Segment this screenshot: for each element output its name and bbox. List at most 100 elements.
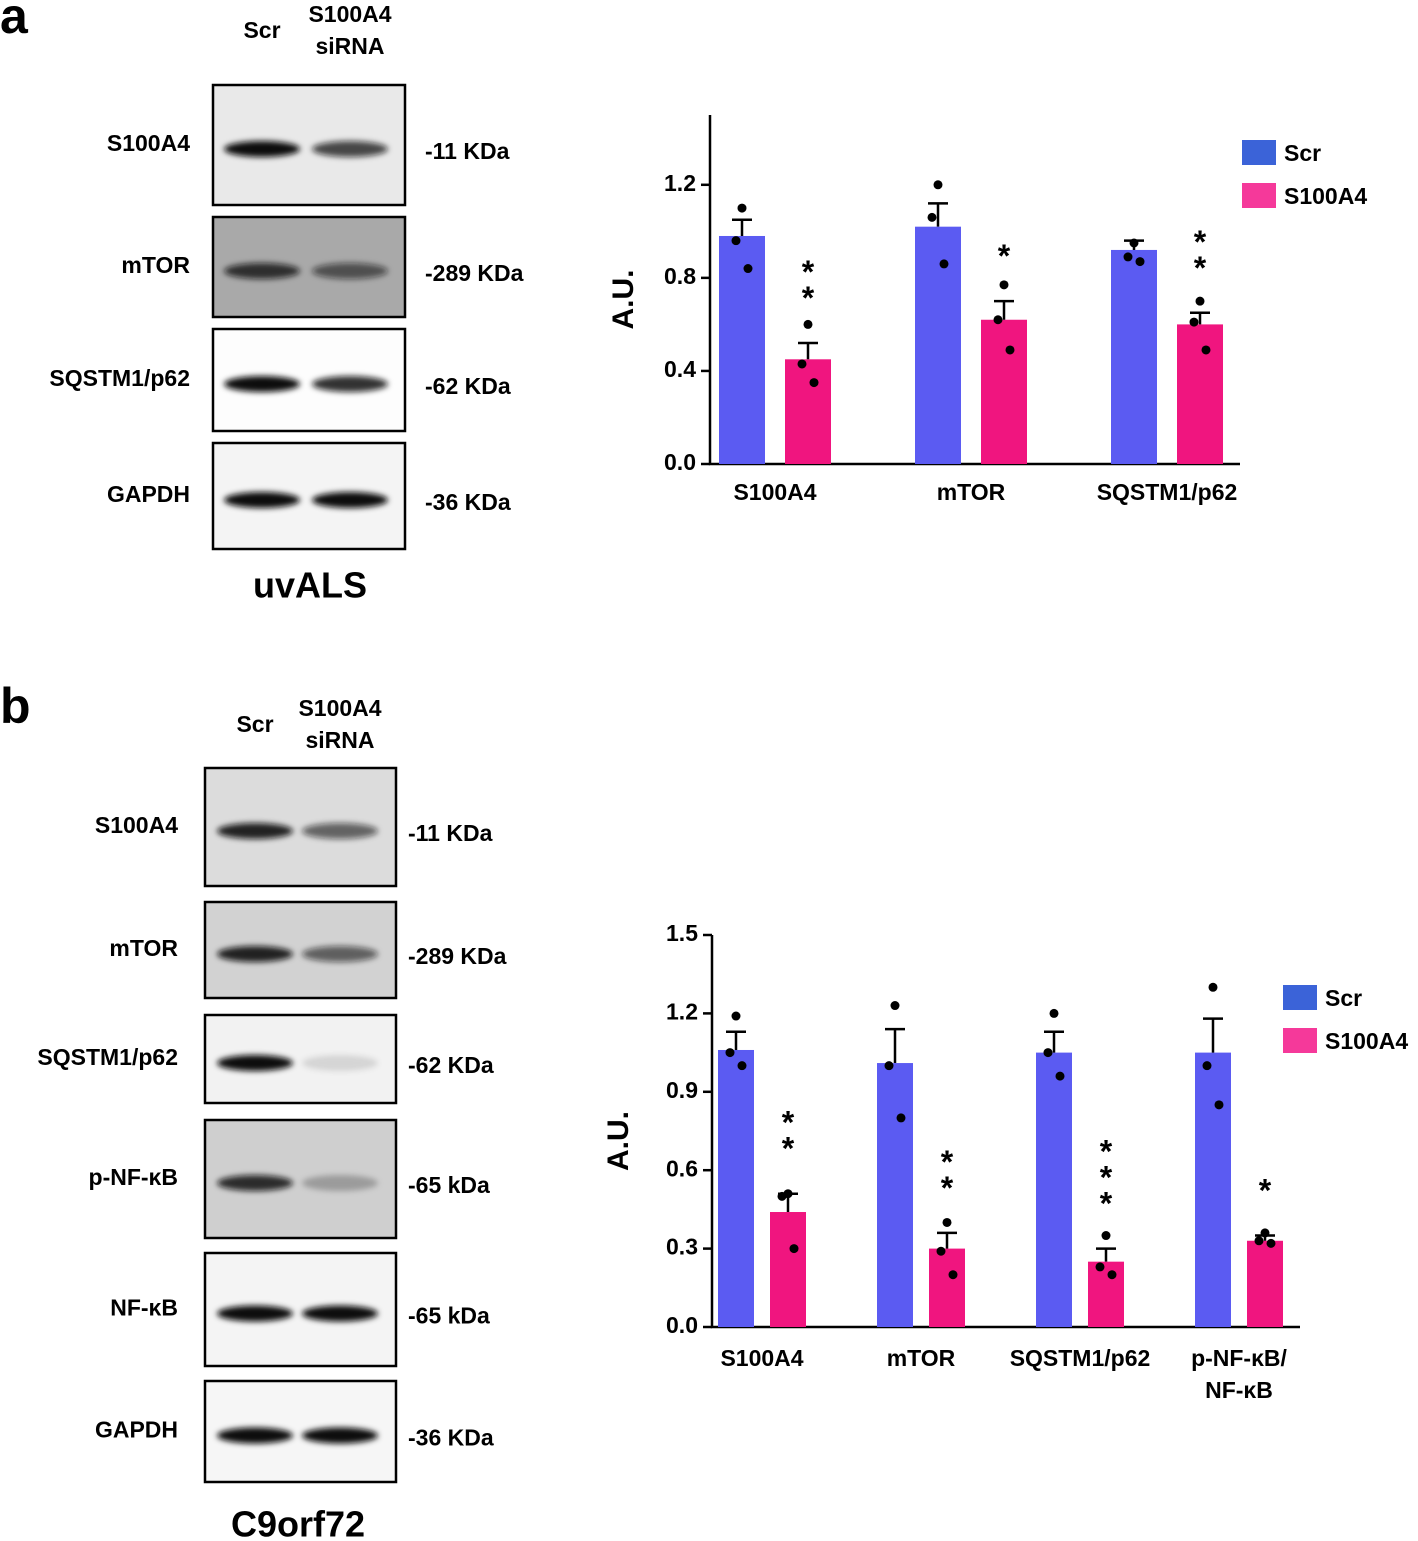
protein-label: S100A4 bbox=[107, 130, 190, 156]
data-point bbox=[1101, 1231, 1111, 1241]
data-point bbox=[1266, 1238, 1276, 1248]
data-point bbox=[737, 1061, 747, 1071]
band bbox=[312, 263, 388, 279]
data-point bbox=[939, 259, 949, 269]
size-label: -289 KDa bbox=[425, 260, 524, 286]
protein-label: SQSTM1/p62 bbox=[49, 365, 190, 391]
bar bbox=[929, 1248, 965, 1327]
size-label: -65 kDa bbox=[408, 1303, 490, 1329]
band bbox=[224, 263, 300, 279]
y-tick-label: 1.2 bbox=[664, 170, 696, 196]
x-tick-label: S100A4 bbox=[720, 1345, 803, 1371]
protein-label: SQSTM1/p62 bbox=[37, 1044, 178, 1070]
protein-label: mTOR bbox=[121, 252, 190, 278]
x-tick-label: SQSTM1/p62 bbox=[1097, 479, 1238, 505]
data-point bbox=[743, 264, 753, 274]
bar bbox=[718, 1049, 754, 1327]
bar bbox=[915, 226, 961, 464]
data-point bbox=[1202, 1061, 1212, 1071]
data-point bbox=[927, 212, 937, 222]
size-label: -36 KDa bbox=[425, 489, 511, 515]
protein-label: p-NF-κB bbox=[89, 1164, 178, 1190]
y-tick-label: 0.9 bbox=[666, 1077, 698, 1103]
size-label: -36 KDa bbox=[408, 1425, 494, 1451]
size-label: -65 kDa bbox=[408, 1172, 490, 1198]
y-axis-label: A.U. bbox=[607, 270, 640, 330]
data-point bbox=[797, 359, 807, 369]
band bbox=[302, 1175, 378, 1191]
data-point bbox=[896, 1113, 906, 1123]
data-point bbox=[999, 280, 1009, 290]
data-point bbox=[809, 378, 819, 388]
data-point bbox=[1055, 1071, 1065, 1081]
panel-label: b bbox=[0, 678, 31, 734]
size-label: -289 KDa bbox=[408, 943, 507, 969]
data-point bbox=[731, 236, 741, 246]
data-point bbox=[737, 203, 747, 213]
legend-swatch bbox=[1242, 140, 1276, 165]
data-point bbox=[725, 1048, 735, 1058]
protein-label: NF-κB bbox=[110, 1295, 178, 1321]
error-bar bbox=[1203, 1017, 1223, 1053]
y-tick-label: 0.8 bbox=[664, 263, 696, 289]
data-point bbox=[993, 315, 1003, 325]
band bbox=[312, 141, 388, 157]
bar bbox=[1247, 1240, 1283, 1327]
data-point bbox=[948, 1270, 958, 1280]
error-bar bbox=[1190, 311, 1210, 325]
significance: * bbox=[1259, 1173, 1272, 1209]
significance: * * bbox=[1194, 224, 1207, 286]
bar bbox=[1036, 1052, 1072, 1327]
x-tick-label: mTOR bbox=[937, 479, 1006, 505]
band bbox=[302, 823, 378, 839]
bar bbox=[770, 1212, 806, 1327]
error-bar bbox=[1096, 1247, 1116, 1262]
x-tick-label: p-NF-κB/NF-κB bbox=[1191, 1345, 1287, 1403]
data-point bbox=[884, 1061, 894, 1071]
data-point bbox=[1129, 238, 1139, 248]
significance: * bbox=[998, 239, 1011, 275]
data-point bbox=[1214, 1100, 1224, 1110]
size-label: -11 KDa bbox=[408, 820, 493, 846]
size-label: -11 KDa bbox=[425, 138, 510, 164]
data-point bbox=[731, 1011, 741, 1021]
error-bar bbox=[1044, 1030, 1064, 1053]
error-bar bbox=[885, 1027, 905, 1064]
band bbox=[224, 376, 300, 392]
legend-swatch bbox=[1242, 183, 1276, 208]
cell-line: uvALS bbox=[253, 565, 367, 606]
data-point bbox=[1254, 1236, 1264, 1246]
error-bar bbox=[937, 1231, 957, 1249]
band bbox=[217, 823, 293, 839]
data-point bbox=[1201, 345, 1211, 355]
legend-swatch bbox=[1283, 1028, 1317, 1053]
data-point bbox=[1095, 1262, 1105, 1272]
x-tick-label: mTOR bbox=[887, 1345, 956, 1371]
protein-label: GAPDH bbox=[95, 1417, 178, 1443]
lane-label: S100A4 siRNA bbox=[308, 1, 391, 59]
band bbox=[302, 1427, 378, 1444]
significance: * * bbox=[802, 254, 815, 316]
error-bar bbox=[798, 341, 818, 360]
y-tick-label: 0.0 bbox=[664, 449, 696, 475]
band bbox=[217, 1175, 293, 1191]
data-point bbox=[789, 1244, 799, 1254]
band bbox=[224, 492, 300, 508]
legend-label: S100A4 bbox=[1284, 183, 1367, 209]
protein-label: S100A4 bbox=[95, 812, 178, 838]
band bbox=[217, 946, 293, 962]
error-bar bbox=[726, 1030, 746, 1050]
cell-line: C9orf72 bbox=[231, 1504, 365, 1541]
data-point bbox=[777, 1191, 787, 1201]
data-point bbox=[1123, 252, 1133, 262]
data-point bbox=[1005, 345, 1015, 355]
band bbox=[302, 1055, 378, 1071]
y-tick-label: 0.3 bbox=[666, 1234, 698, 1260]
y-tick-label: 0.6 bbox=[666, 1155, 698, 1181]
lane-label: S100A4 siRNA bbox=[298, 695, 381, 753]
protein-label: GAPDH bbox=[107, 481, 190, 507]
data-point bbox=[1260, 1228, 1270, 1238]
y-tick-label: 1.5 bbox=[666, 920, 698, 946]
legend-swatch bbox=[1283, 985, 1317, 1010]
lane-label: Scr bbox=[236, 711, 273, 737]
